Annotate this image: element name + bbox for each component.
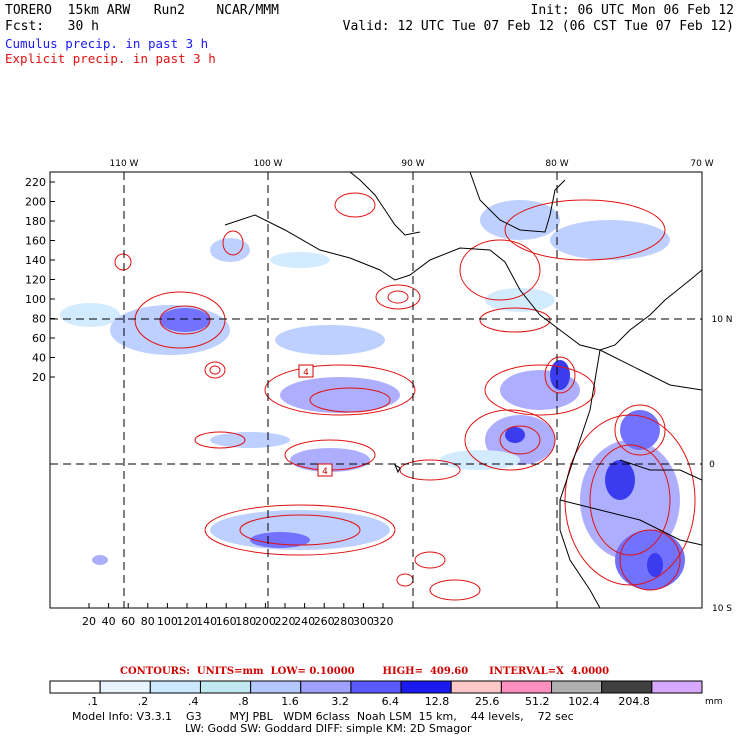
colorbar: .1 .2 .4 .8 1.6 3.2 6.4 12.8 25.6 51.2 102.4 204.8 [49, 680, 703, 708]
explicit-precip-contours [114, 192, 696, 601]
contour-label-1: 4 [303, 368, 309, 378]
x-tick-label: 60 [121, 615, 135, 628]
y-axis-ticks: 220 200 180 160 140 120 100 80 60 40 20 [25, 176, 55, 384]
x-tick-label: 120 [177, 615, 198, 628]
header-left-line1: TORERO 15km ARW Run2 NCAR/MMM [5, 3, 279, 18]
colorbar-swatch [601, 680, 653, 694]
lon-labels: 110 W 100 W 90 W 80 W 70 W [110, 159, 714, 169]
header-left-line2: Fcst: 30 h [5, 19, 99, 34]
x-tick-label: 260 [314, 615, 335, 628]
contour-label-2: 4 [322, 467, 328, 477]
contour-info: CONTOURS: UNITS=mm LOW= 0.10000 HIGH= 40… [120, 666, 610, 677]
y-tick-label: 160 [25, 235, 46, 248]
x-tick-label: 160 [216, 615, 237, 628]
model-info-line2: LW: Godd SW: Goddard DIFF: simple KM: 2D… [185, 722, 472, 735]
colorbar-swatch [400, 680, 452, 694]
y-tick-label: 40 [32, 352, 46, 365]
colorbar-level-label: 12.8 [425, 695, 450, 708]
colorbar-level-label: .2 [138, 695, 149, 708]
y-tick-label: 80 [32, 313, 46, 326]
x-tick-label: 240 [294, 615, 315, 628]
y-tick-label: 200 [25, 196, 46, 209]
x-tick-label: 280 [333, 615, 354, 628]
legend-explicit: Explicit precip. in past 3 h [5, 51, 216, 66]
y-tick-label: 100 [25, 293, 46, 306]
lat-labels: 10 N 0 10 S [709, 315, 732, 614]
legend-cumulus: Cumulus precip. in past 3 h [5, 36, 209, 51]
colorbar-level-label: .4 [188, 695, 199, 708]
colorbar-level-label: 102.4 [568, 695, 600, 708]
colorbar-swatch [551, 680, 603, 694]
header-init: Init: 06 UTC Mon 06 Feb 12 [530, 3, 735, 18]
y-tick-label: 220 [25, 176, 46, 189]
colorbar-swatch [300, 680, 352, 694]
colorbar-level-label: 1.6 [281, 695, 299, 708]
colorbar-swatch [250, 680, 302, 694]
y-tick-label: 20 [32, 371, 46, 384]
header-valid: Valid: 12 UTC Tue 07 Feb 12 (06 CST Tue … [342, 19, 734, 34]
colorbar-level-label: 204.8 [618, 695, 650, 708]
x-tick-label: 320 [373, 615, 394, 628]
x-tick-label: 180 [235, 615, 256, 628]
lon-label: 100 W [254, 159, 283, 169]
colorbar-level-label: 25.6 [475, 695, 500, 708]
colorbar-level-label: 51.2 [525, 695, 550, 708]
coastlines [224, 172, 702, 608]
map-frame [49, 171, 703, 609]
y-tick-label: 120 [25, 274, 46, 287]
model-info-line1: Model Info: V3.3.1 G3 MYJ PBL WDM 6class… [72, 710, 574, 723]
x-tick-label: 20 [82, 615, 96, 628]
x-tick-label: 220 [275, 615, 296, 628]
map-area: 4 4 [50, 172, 702, 608]
x-tick-label: 80 [141, 615, 155, 628]
colorbar-level-label: .8 [238, 695, 249, 708]
colorbar-swatch [651, 680, 703, 694]
lon-label: 110 W [110, 159, 139, 169]
contour-label-box-1: 4 [298, 364, 314, 378]
x-axis-ticks: 20 40 60 80 10012014016018020022024026028030… [82, 603, 394, 628]
colorbar-swatch [99, 680, 151, 694]
colorbar-level-label: .1 [88, 695, 99, 708]
colorbar-swatch [199, 680, 252, 694]
colorbar-swatch [500, 680, 553, 694]
x-tick-label: 200 [255, 615, 276, 628]
y-tick-label: 180 [25, 215, 46, 228]
colorbar-level-label: 6.4 [382, 695, 400, 708]
colorbar-swatch [149, 680, 201, 694]
lat-label: 0 [709, 460, 715, 470]
colorbar-swatch [450, 680, 502, 694]
lon-label: 90 W [401, 159, 424, 169]
lat-label: 10 N [711, 315, 732, 325]
x-tick-label: 40 [102, 615, 116, 628]
y-tick-label: 60 [32, 332, 46, 345]
colorbar-level-label: 3.2 [331, 695, 349, 708]
lat-label: 10 S [712, 604, 732, 614]
lon-label: 80 W [545, 159, 568, 169]
colorbar-swatch [49, 680, 101, 694]
colorbar-unit: mm [705, 697, 723, 707]
y-tick-label: 140 [25, 254, 46, 267]
x-tick-label: 140 [196, 615, 217, 628]
colorbar-swatch [350, 680, 402, 694]
contour-label-box-2: 4 [317, 463, 333, 477]
x-tick-label: 100 [157, 615, 178, 628]
x-tick-label: 300 [353, 615, 374, 628]
graticule [50, 172, 702, 608]
lon-label: 70 W [690, 159, 713, 169]
